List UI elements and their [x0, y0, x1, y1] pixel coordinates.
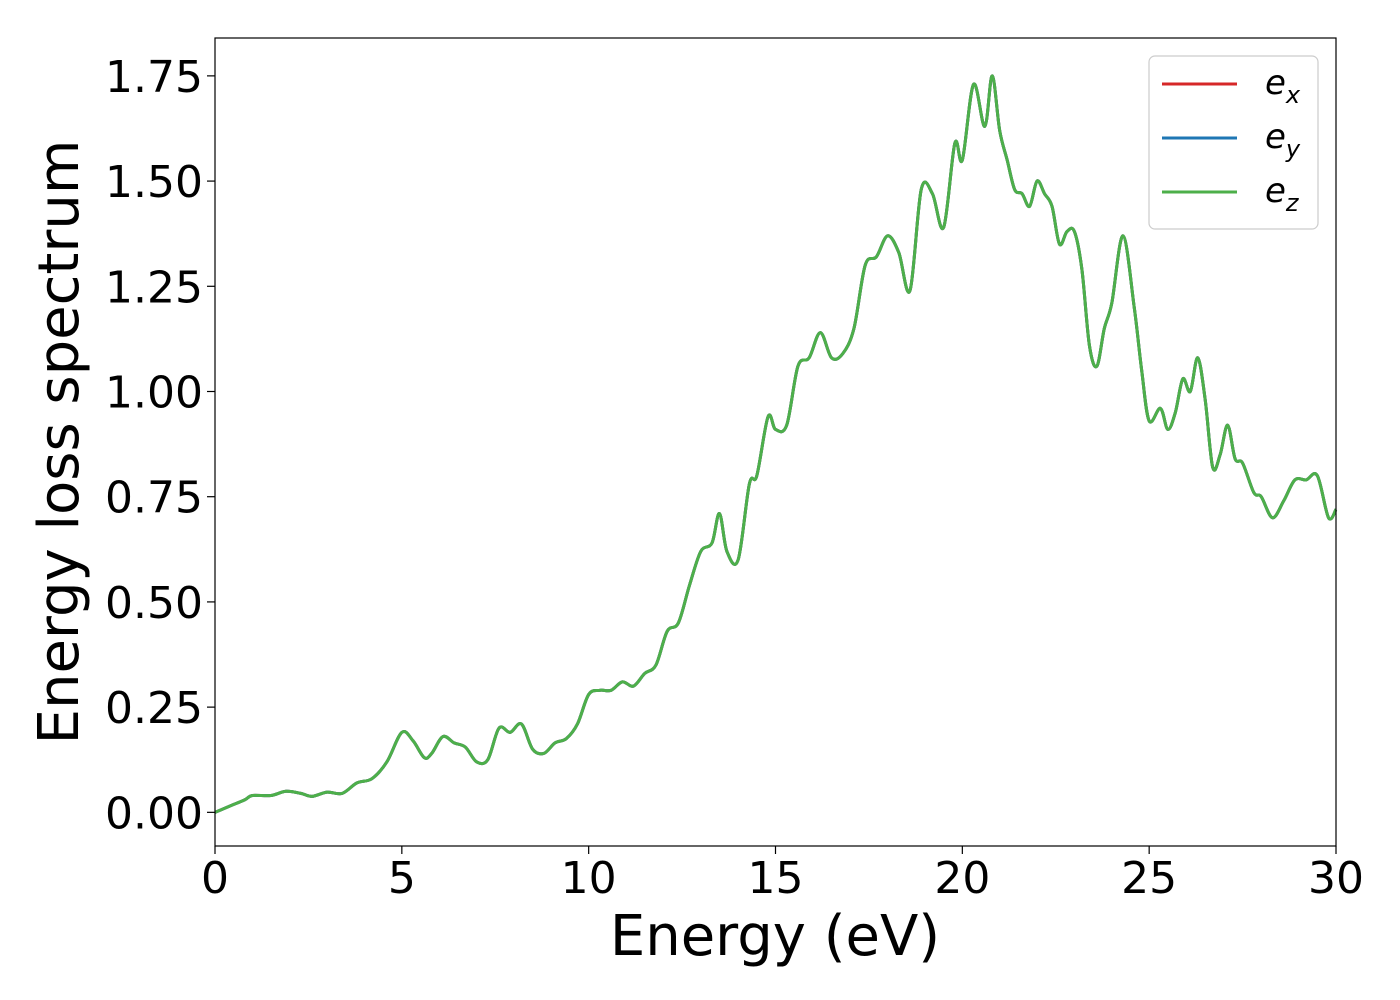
y-tick-label: 0.75	[105, 473, 203, 524]
y-tick-label: 0.50	[105, 578, 203, 629]
x-tick-label: 20	[934, 853, 990, 904]
legend: ex ey ez	[1148, 55, 1319, 230]
y-tick-label: 1.75	[105, 52, 203, 103]
y-tick-label: 0.00	[105, 788, 203, 839]
x-tick-label: 30	[1308, 853, 1364, 904]
legend-label-y: ey	[1265, 117, 1301, 163]
x-tick-label: 0	[201, 853, 229, 904]
x-tick-label: 10	[561, 853, 617, 904]
plot-lines	[214, 74, 1338, 814]
x-axis-title: Energy (eV)	[610, 904, 940, 969]
legend-label-z: ez	[1265, 171, 1300, 217]
series-line-e-z	[214, 74, 1338, 814]
y-tick-label: 1.50	[105, 157, 203, 208]
x-tick-label: 5	[388, 853, 416, 904]
y-tick-label: 1.00	[105, 368, 203, 419]
y-axis: 0.00 0.25 0.50 0.75 1.00 1.25 1.50 1.75	[105, 52, 215, 839]
x-tick-label: 15	[748, 853, 804, 904]
y-tick-label: 1.25	[105, 262, 203, 313]
y-axis-title: Energy loss spectrum	[27, 140, 92, 745]
x-tick-label: 25	[1121, 853, 1177, 904]
legend-box	[1148, 55, 1319, 230]
y-tick-label: 0.25	[105, 683, 203, 734]
legend-label-x: ex	[1265, 63, 1301, 109]
x-axis: 0 5 10 15 20 25 30	[201, 846, 1364, 904]
